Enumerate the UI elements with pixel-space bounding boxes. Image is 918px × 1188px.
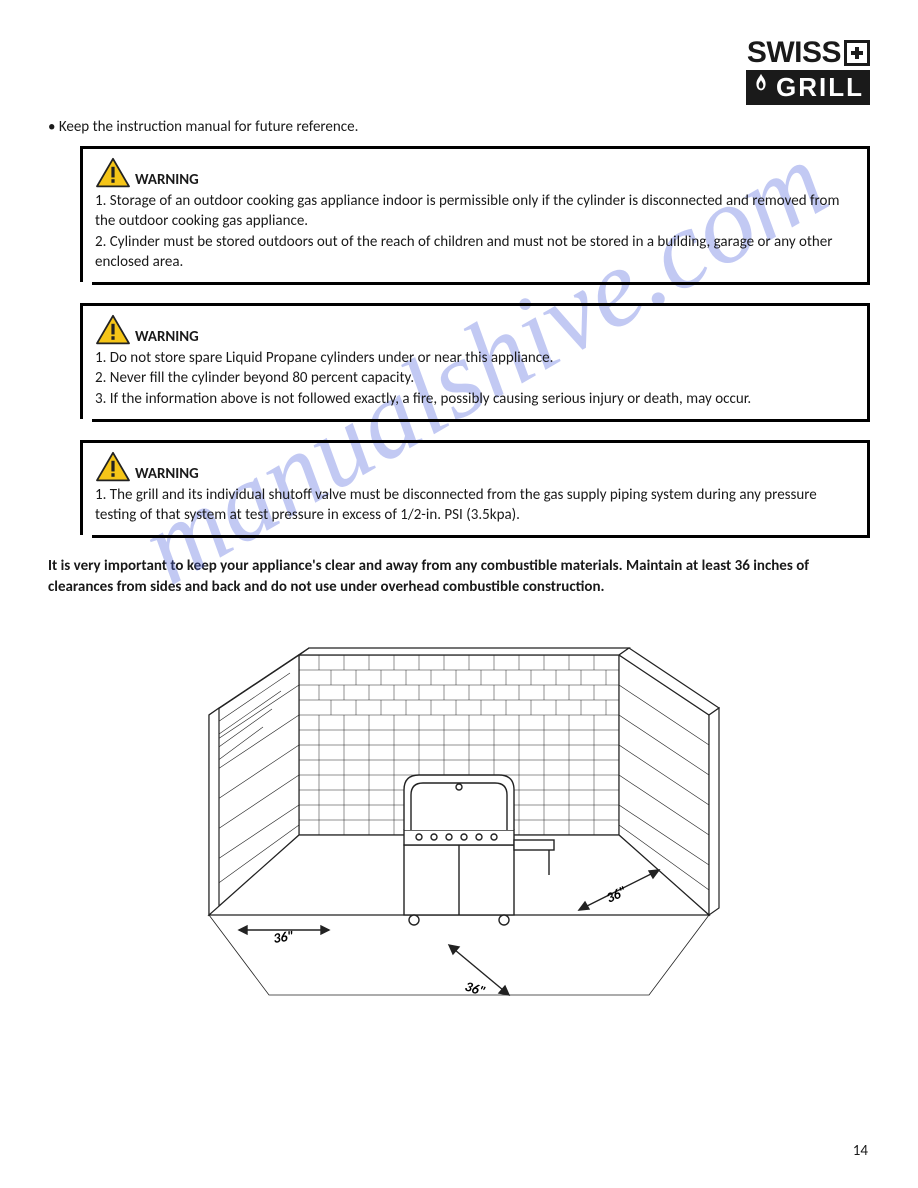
logo-grill: GRILL: [776, 72, 864, 102]
dim-front-label: 36": [463, 977, 488, 999]
flame-icon: [750, 72, 772, 94]
page-content: • Keep the instruction manual for future…: [48, 118, 870, 1035]
warning-triangle-icon: [95, 157, 131, 189]
warning-header: WARNING: [95, 157, 855, 189]
warning-box-1: WARNING 1. Storage of an outdoor cooking…: [80, 146, 870, 285]
warning-header: WARNING: [95, 314, 855, 346]
warning-label: WARNING: [135, 328, 199, 346]
warning-box-3: WARNING 1. The grill and its individual …: [80, 440, 870, 539]
warning-body: 1. Do not store spare Liquid Propane cyl…: [95, 348, 855, 409]
warning-box-2: WARNING 1. Do not store spare Liquid Pro…: [80, 303, 870, 422]
warning-header: WARNING: [95, 451, 855, 483]
brand-logo: SWISS GRILL: [746, 38, 870, 105]
logo-top-text: SWISS: [746, 38, 870, 68]
important-note: It is very important to keep your applia…: [48, 556, 870, 597]
dim-left-label: 36": [272, 927, 295, 947]
logo-swiss: SWISS: [747, 38, 841, 68]
page-number: 14: [853, 1142, 868, 1160]
warning-triangle-icon: [95, 314, 131, 346]
warning-triangle-icon: [95, 451, 131, 483]
clearance-diagram: 36" 36" 36": [179, 615, 739, 1035]
clearance-diagram-container: 36" 36" 36": [48, 615, 870, 1035]
warning-body: 1. The grill and its individual shutoff …: [95, 485, 855, 526]
intro-text: • Keep the instruction manual for future…: [48, 118, 870, 136]
plus-icon: [844, 40, 870, 66]
logo-bottom-text: GRILL: [746, 70, 870, 105]
warning-label: WARNING: [135, 465, 199, 483]
warning-label: WARNING: [135, 171, 199, 189]
warning-body: 1. Storage of an outdoor cooking gas app…: [95, 191, 855, 272]
